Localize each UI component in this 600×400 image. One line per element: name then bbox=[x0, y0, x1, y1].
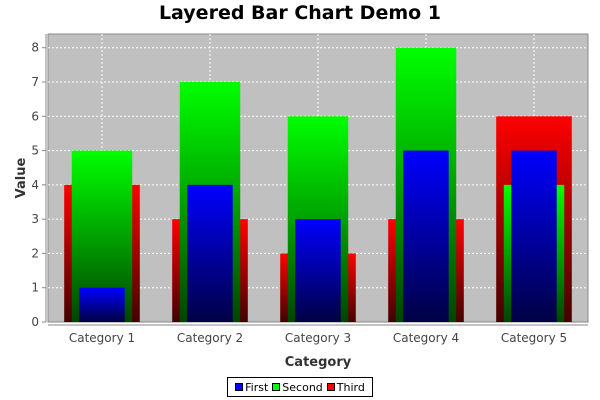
x-tick-label: Category 1 bbox=[69, 331, 135, 345]
chart-title: Layered Bar Chart Demo 1 bbox=[158, 2, 442, 24]
bar-first-5 bbox=[511, 150, 557, 322]
legend-label: Third bbox=[336, 380, 365, 394]
y-tick-label: 5 bbox=[31, 144, 39, 158]
y-tick-label: 8 bbox=[31, 41, 39, 55]
legend-item-second: Second bbox=[272, 380, 323, 394]
bar-first-1 bbox=[79, 287, 125, 322]
legend: First Second Third bbox=[227, 377, 373, 397]
legend-item-third: Third bbox=[326, 380, 365, 394]
x-tick-label: Category 2 bbox=[177, 331, 243, 345]
y-tick-label: 6 bbox=[31, 109, 39, 123]
y-axis-label: Value bbox=[14, 157, 29, 198]
legend-label: Second bbox=[282, 380, 323, 394]
axes: 0 1 2 3 4 5 6 7 8 Category 1 Category 2 Category 3 C… bbox=[31, 34, 588, 345]
legend-item-first: First bbox=[235, 381, 268, 394]
x-axis-label: Category bbox=[285, 355, 352, 370]
y-tick-label: 1 bbox=[31, 281, 39, 295]
x-tick-label: Category 3 bbox=[285, 331, 351, 345]
y-tick-label: 3 bbox=[31, 212, 39, 226]
bar-first-4 bbox=[403, 150, 449, 322]
y-tick-label: 4 bbox=[31, 178, 39, 192]
bars bbox=[64, 47, 572, 323]
legend-swatch bbox=[235, 383, 244, 391]
legend-swatch bbox=[326, 383, 335, 391]
y-tick-label: 2 bbox=[31, 246, 39, 260]
x-tick-label: Category 4 bbox=[393, 331, 459, 345]
y-tick-label: 7 bbox=[31, 75, 39, 89]
legend-label: First bbox=[245, 380, 269, 394]
x-tick-label: Category 5 bbox=[501, 331, 567, 345]
bar-first-2 bbox=[187, 184, 233, 322]
bar-first-3 bbox=[295, 219, 341, 322]
legend-swatch bbox=[272, 383, 281, 391]
y-tick-label: 0 bbox=[31, 315, 39, 329]
